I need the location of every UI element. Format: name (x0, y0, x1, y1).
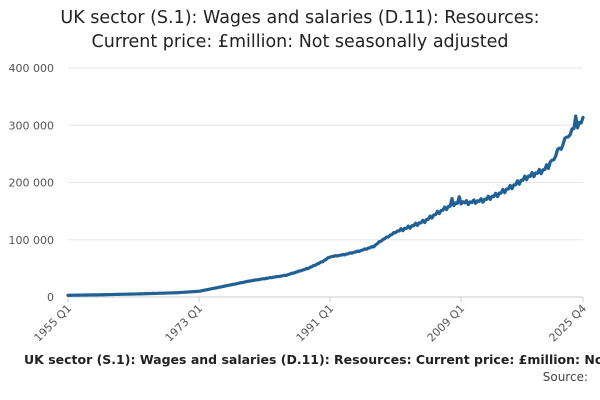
footer-title: UK sector (S.1): Wages and salaries (D.1… (0, 352, 600, 367)
gridlines (68, 67, 583, 298)
x-axis: 1955 Q1 1973 Q1 1991 Q1 2009 Q1 2025 Q4 (32, 297, 590, 345)
chart-title-line-2: Current price: £million: Not seasonally … (91, 32, 509, 52)
chart-title: UK sector (S.1): Wages and salaries (D.1… (0, 6, 600, 54)
chart-title-line-1: UK sector (S.1): Wages and salaries (D.1… (60, 8, 540, 28)
series-line (66, 114, 585, 297)
x-tick-label: 1991 Q1 (294, 302, 337, 345)
x-tick-label: 1973 Q1 (163, 302, 206, 345)
y-tick-label: 0 (47, 291, 54, 304)
source-label: Source: (542, 370, 588, 384)
series-group (66, 114, 585, 297)
y-tick-label: 400 000 (9, 62, 55, 75)
y-tick-label: 100 000 (9, 234, 55, 247)
x-tick-label: 1955 Q1 (32, 302, 75, 345)
x-tick-label: 2009 Q1 (425, 302, 468, 345)
y-axis: 0 100 000 200 000 300 000 400 000 (9, 62, 55, 304)
y-tick-label: 200 000 (9, 177, 55, 190)
footer-title-text: UK sector (S.1): Wages and salaries (D.1… (24, 352, 600, 367)
x-tick-label: 2025 Q4 (547, 302, 590, 345)
y-tick-label: 300 000 (9, 119, 55, 132)
